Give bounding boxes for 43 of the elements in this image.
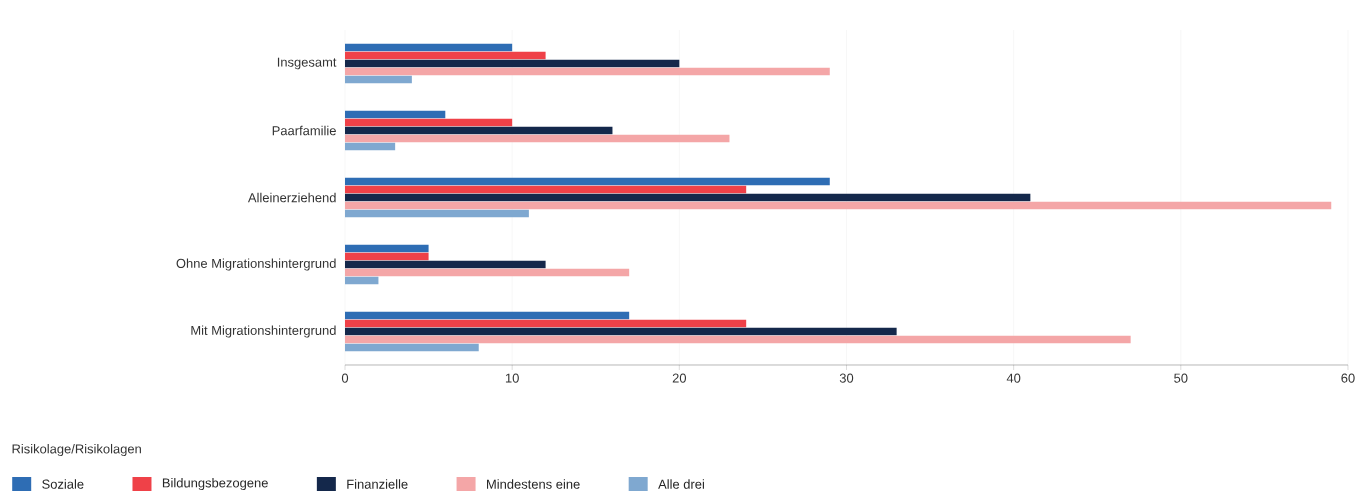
bar <box>345 201 1332 210</box>
bar <box>345 327 897 336</box>
bar <box>345 51 546 60</box>
legend-label: Soziale <box>42 479 84 489</box>
bar <box>345 142 396 151</box>
x-tick-label: 60 <box>1341 373 1355 383</box>
legend-label: Finanzielle <box>347 479 408 489</box>
x-tick-label: 50 <box>1174 373 1188 383</box>
x-tick-label: 10 <box>505 373 519 383</box>
x-tick-label: 0 <box>341 373 349 383</box>
bar <box>345 260 546 269</box>
y-tick-label: Insgesamt <box>277 57 337 70</box>
bar <box>345 185 747 194</box>
bar <box>345 319 747 328</box>
bar <box>345 177 830 186</box>
y-tick-label: Ohne Migrationshintergrund <box>176 258 336 271</box>
bar <box>345 343 479 352</box>
x-tick-label: 40 <box>1006 373 1021 383</box>
bar <box>345 126 613 135</box>
bar <box>345 276 379 285</box>
bar <box>345 311 630 320</box>
x-tick-label: 30 <box>839 373 854 383</box>
bar <box>345 67 830 76</box>
bar <box>345 252 429 261</box>
bar <box>345 110 446 119</box>
bar <box>345 268 630 277</box>
bar <box>345 134 730 143</box>
legend-label: Alle drei <box>658 479 704 489</box>
y-tick-label: Alleinerziehend <box>247 192 336 203</box>
y-tick-label: Paarfamilie <box>272 125 336 136</box>
legend-label: Bildungsbezogene <box>162 477 268 491</box>
bar <box>345 75 412 84</box>
bar <box>345 193 1031 202</box>
y-tick-label: Mit Migrationshintergrund <box>191 325 336 338</box>
bar <box>345 59 680 68</box>
legend-title: Risikolage/Risikolagen <box>12 443 141 457</box>
bar <box>345 43 513 52</box>
bar <box>345 118 513 127</box>
bar <box>345 244 429 253</box>
legend-label: Mindestens eine <box>487 479 580 489</box>
bar <box>345 209 529 218</box>
x-tick-label: 20 <box>672 373 687 383</box>
bar <box>345 335 1131 344</box>
